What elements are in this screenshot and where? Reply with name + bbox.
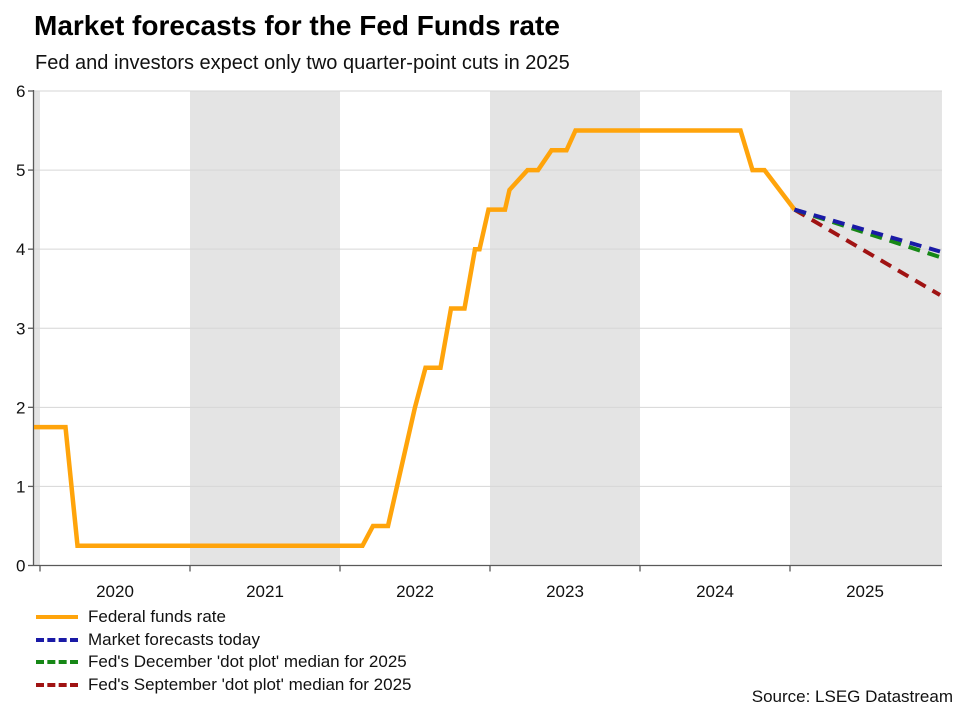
legend-label: Fed's December 'dot plot' median for 202… (88, 652, 407, 672)
chart-plot-area: 0 1 2 3 4 5 6 2020 2021 2022 2023 2024 2025 (16, 82, 942, 601)
legend-label: Federal funds rate (88, 607, 226, 627)
legend-item-september-dot-plot: Fed's September 'dot plot' median for 20… (36, 674, 411, 697)
y-tick-label: 3 (16, 319, 25, 338)
y-tick-label: 1 (16, 477, 25, 496)
x-tick-label: 2021 (246, 582, 284, 601)
series-line-market-forecasts-today (793, 207, 941, 254)
y-tick-label: 2 (16, 398, 25, 417)
legend-item-december-dot-plot: Fed's December 'dot plot' median for 202… (36, 651, 411, 674)
legend-item-federal-funds-rate: Federal funds rate (36, 606, 411, 629)
x-tick-label: 2022 (396, 582, 434, 601)
chart-legend: Federal funds rate Market forecasts toda… (36, 606, 411, 696)
solid-line-swatch-icon (36, 615, 78, 620)
dashed-line-swatch-icon (36, 682, 78, 687)
x-tick-label: 2020 (96, 582, 134, 601)
x-tick-label: 2023 (546, 582, 584, 601)
y-tick-label: 4 (16, 240, 25, 259)
chart-subtitle: Fed and investors expect only two quarte… (35, 52, 570, 74)
dashed-line-swatch-icon (36, 660, 78, 665)
x-tick-label: 2024 (696, 582, 734, 601)
series-line-fed-s-september-dot-plot-median-for-2025 (793, 207, 942, 297)
chart-title: Market forecasts for the Fed Funds rate (34, 10, 560, 41)
y-tick-label: 6 (16, 82, 25, 101)
dashed-line-swatch-icon (36, 637, 78, 642)
y-tick-label: 5 (16, 161, 25, 180)
x-tick-label: 2025 (846, 582, 884, 601)
legend-label: Fed's September 'dot plot' median for 20… (88, 674, 412, 694)
legend-label: Market forecasts today (88, 629, 260, 649)
legend-item-market-forecasts-today: Market forecasts today (36, 629, 411, 652)
y-tick-label: 0 (16, 557, 25, 576)
source-attribution: Source: LSEG Datastream (751, 687, 953, 706)
series-line-federal-funds-rate (34, 128, 797, 548)
